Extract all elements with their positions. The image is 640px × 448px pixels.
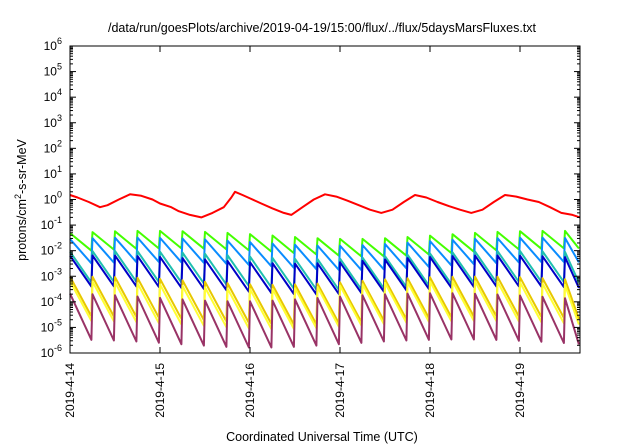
- x-tick-label: 2019-4-14: [63, 363, 77, 418]
- series-line-8: [69, 292, 580, 349]
- y-tick-label: 10-2: [41, 241, 62, 258]
- y-tick-label: 103: [44, 113, 62, 130]
- y-axis: 10-6 10-5 10-4 10-3 10-2 10-1 100 101 102 103 104 1…: [41, 36, 580, 360]
- y-tick-label: 10-5: [41, 317, 62, 334]
- chart-title: /data/run/goesPlots/archive/2019-04-19/1…: [108, 21, 537, 35]
- y-tick-label: 10-3: [41, 266, 62, 283]
- y-tick-label: 105: [44, 62, 62, 79]
- y-tick-label: 100: [44, 190, 62, 207]
- y-tick-label: 10-6: [41, 343, 62, 360]
- x-tick-label: 2019-4-18: [423, 363, 437, 418]
- x-tick-label: 2019-4-19: [513, 363, 527, 418]
- y-tick-label: 10-4: [41, 292, 62, 309]
- y-axis-label: protons/cm2-s-sr-MeV: [13, 138, 29, 260]
- y-tick-label: 104: [44, 87, 62, 104]
- series-line-1: [69, 190, 581, 219]
- x-axis-label: Coordinated Universal Time (UTC): [226, 430, 418, 444]
- x-axis: 2019-4-14 2019-4-15 2019-4-16 2019-4-17 2019…: [63, 46, 527, 418]
- y-tick-label: 102: [44, 138, 62, 155]
- series-layer: [69, 190, 581, 349]
- x-tick-label: 2019-4-16: [243, 363, 257, 418]
- x-tick-label: 2019-4-17: [333, 363, 347, 418]
- y-tick-label: 106: [44, 36, 62, 53]
- series-line-5: [69, 254, 580, 296]
- x-tick-label: 2019-4-15: [153, 363, 167, 418]
- y-tick-label: 101: [44, 164, 62, 181]
- y-tick-label: 10-1: [41, 215, 62, 232]
